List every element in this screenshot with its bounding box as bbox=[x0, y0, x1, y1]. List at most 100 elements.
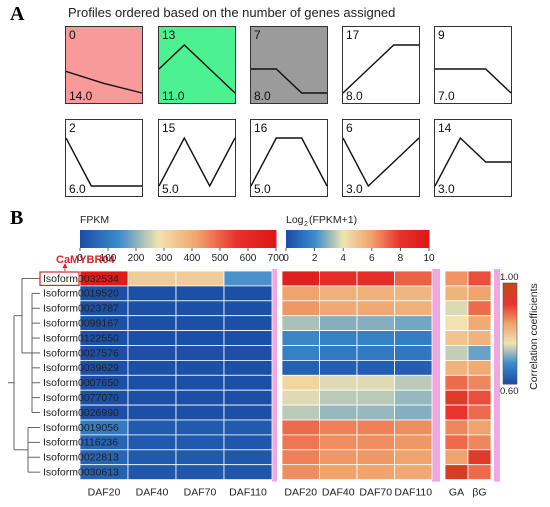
fpkm-cell bbox=[127, 404, 177, 421]
log-legend-swatch bbox=[400, 230, 403, 248]
log-cell bbox=[319, 449, 358, 466]
fpkm-legend-swatch bbox=[102, 230, 105, 248]
corr-cell bbox=[467, 330, 492, 346]
corr-legend-swatch bbox=[503, 321, 517, 324]
corr-legend-swatch bbox=[503, 372, 517, 375]
fpkm-legend-swatch bbox=[258, 230, 261, 248]
log-cell bbox=[356, 300, 395, 317]
fpkm-legend-swatch bbox=[194, 230, 197, 248]
corr-legend-swatch bbox=[503, 325, 517, 328]
fpkm-legend-swatch bbox=[138, 230, 141, 248]
fpkm-legend-swatch bbox=[158, 230, 161, 248]
log-cell bbox=[394, 345, 433, 361]
profile-id: 14 bbox=[438, 121, 452, 135]
fpkm-legend-swatch bbox=[172, 230, 175, 248]
fpkm-legend-swatch bbox=[98, 230, 101, 248]
corr-legend-swatch bbox=[503, 299, 517, 303]
row-label: Isoform0116236 bbox=[43, 437, 118, 449]
fpkm-cell bbox=[127, 434, 177, 451]
log-legend-swatch bbox=[365, 230, 369, 248]
panel-b-letter: B bbox=[10, 207, 24, 229]
fpkm-cell bbox=[223, 270, 273, 287]
corr-legend-swatch bbox=[503, 308, 517, 311]
fpkm-cell bbox=[223, 389, 273, 406]
fpkm-legend-swatch bbox=[210, 230, 213, 248]
log-cell bbox=[281, 300, 320, 317]
profile-value: 8.0 bbox=[346, 89, 363, 103]
log-cell bbox=[281, 285, 320, 302]
fpkm-cell bbox=[223, 419, 273, 436]
fpkm-legend-swatch bbox=[94, 230, 97, 248]
log-legend-swatch bbox=[388, 230, 391, 248]
log-legend-swatch bbox=[341, 230, 344, 248]
fpkm-cell bbox=[223, 464, 273, 481]
profile-value: 6.0 bbox=[69, 182, 86, 196]
log-cell bbox=[394, 300, 433, 317]
profile-value: 5.0 bbox=[254, 182, 271, 196]
corr-legend-swatch bbox=[503, 331, 517, 334]
corr-legend-swatch bbox=[503, 296, 517, 299]
corr-legend-swatch bbox=[503, 345, 517, 348]
log-legend-swatch bbox=[296, 230, 299, 248]
log-legend-swatch bbox=[349, 230, 352, 248]
fpkm-cell bbox=[175, 330, 225, 346]
profile-14: 14 3.0 bbox=[434, 119, 512, 197]
log-legend-swatch bbox=[359, 230, 363, 248]
log-cell bbox=[319, 330, 358, 346]
fpkm-legend-tick-label: 500 bbox=[212, 253, 229, 264]
log-cell bbox=[356, 404, 395, 421]
log-legend-swatch bbox=[363, 230, 367, 248]
log-cell bbox=[394, 389, 433, 406]
log-legend-swatch bbox=[286, 230, 289, 248]
fpkm-cell bbox=[175, 270, 225, 287]
fpkm-cell bbox=[175, 404, 225, 421]
log-legend-swatch bbox=[306, 230, 309, 248]
corr-legend-swatch bbox=[503, 316, 517, 319]
log-legend-swatch bbox=[377, 230, 381, 248]
log-legend-swatch bbox=[324, 230, 328, 248]
log-legend-swatch bbox=[310, 230, 314, 248]
fpkm-cell bbox=[175, 300, 225, 317]
row-label: Isoform0032534 bbox=[43, 273, 119, 285]
fpkm-legend-swatch bbox=[224, 230, 227, 248]
corr-legend-swatch bbox=[503, 303, 517, 306]
corr-legend-swatch bbox=[503, 286, 517, 289]
fpkm-legend-swatch bbox=[174, 230, 177, 248]
fpkm-cell bbox=[175, 315, 225, 332]
fpkm-legend-swatch bbox=[228, 230, 231, 248]
fpkm-legend-swatch bbox=[166, 230, 169, 248]
log-legend-tick-label: 2 bbox=[312, 253, 318, 264]
corr-legend-swatch bbox=[503, 348, 517, 351]
corr-legend-max: 1.00 bbox=[500, 272, 519, 283]
row-label: Isoform0007650 bbox=[43, 377, 119, 389]
fpkm-legend-swatch bbox=[118, 230, 121, 248]
fpkm-legend-swatch bbox=[144, 230, 147, 248]
log-legend-swatch bbox=[312, 230, 316, 248]
corr-legend-swatch bbox=[503, 377, 517, 380]
corr-legend-swatch bbox=[503, 313, 517, 316]
log-legend-swatch bbox=[353, 230, 356, 248]
log-legend-swatch bbox=[328, 230, 332, 248]
log-cell bbox=[281, 434, 320, 451]
profile-id: 6 bbox=[346, 121, 353, 135]
profile-7: 7 8.0 bbox=[250, 26, 328, 104]
corr-cell bbox=[444, 434, 469, 451]
fpkm-legend-swatch bbox=[188, 230, 191, 248]
fpkm-cell bbox=[223, 345, 273, 361]
corr-cell bbox=[444, 419, 469, 436]
corr-col-label: GA bbox=[449, 487, 464, 499]
fpkm-legend-title: FPKM bbox=[80, 214, 109, 226]
corr-legend-swatch bbox=[503, 318, 517, 321]
corr-legend-swatch bbox=[503, 330, 517, 333]
log-cell bbox=[319, 434, 358, 451]
fpkm-cell bbox=[223, 374, 273, 391]
fpkm-legend-swatch bbox=[128, 230, 131, 248]
profile-id: 9 bbox=[438, 28, 445, 42]
log-legend-swatch bbox=[386, 230, 389, 248]
fpkm-legend-swatch bbox=[146, 230, 149, 248]
fpkm-legend-swatch bbox=[132, 230, 135, 248]
row-label: Isoform0027576 bbox=[43, 347, 119, 359]
corr-legend-swatch bbox=[503, 326, 517, 329]
corr-legend-swatch bbox=[503, 288, 517, 291]
